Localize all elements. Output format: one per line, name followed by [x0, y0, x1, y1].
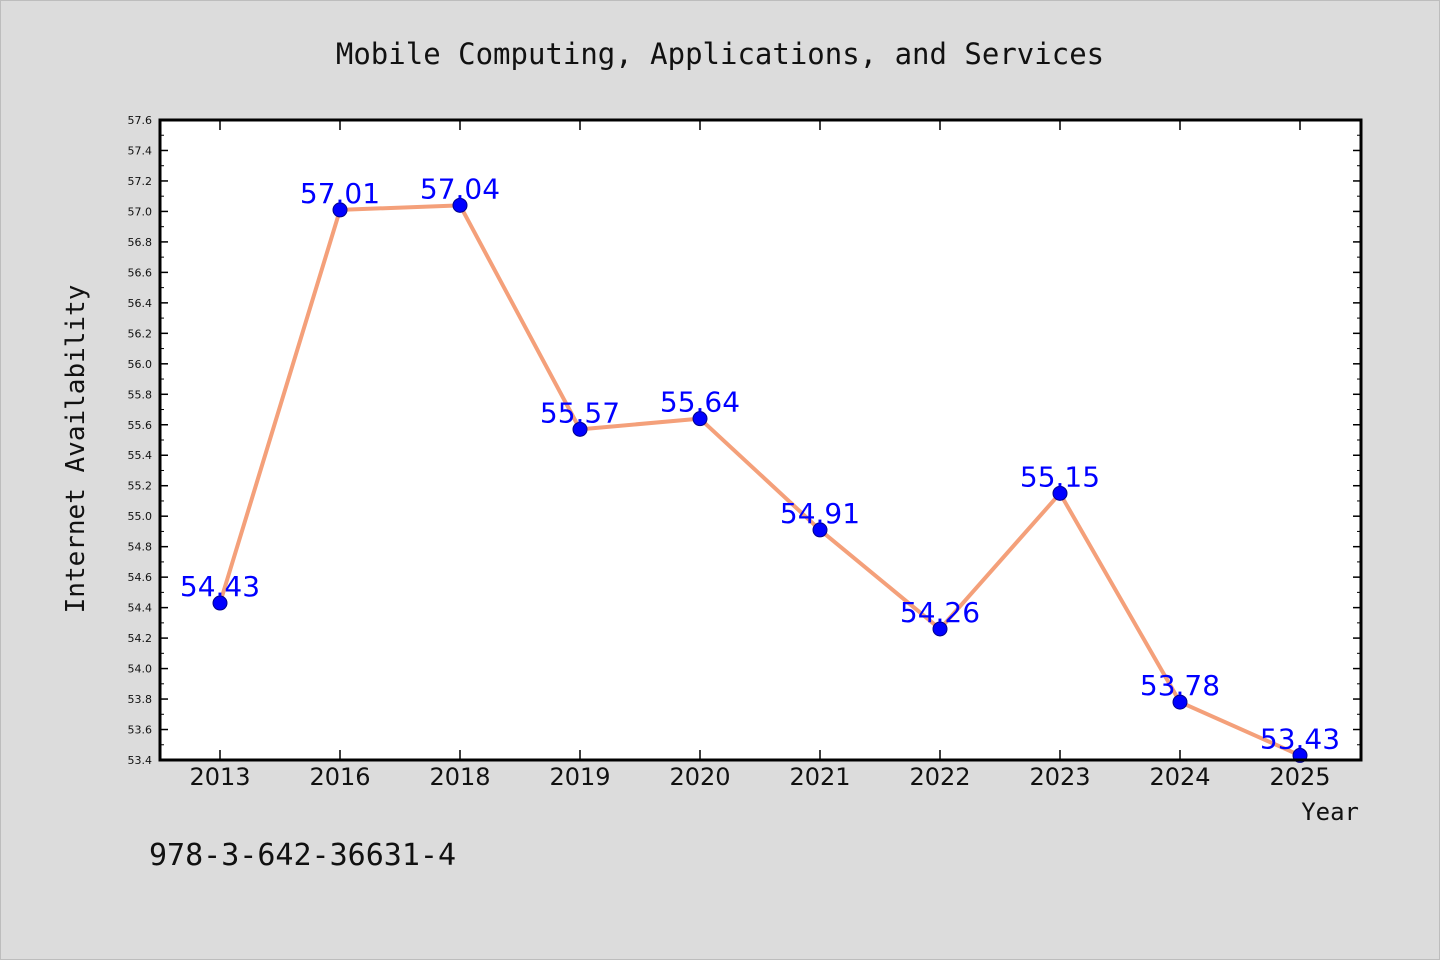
x-tick-label: 2021 [789, 763, 850, 791]
data-label: 55.57 [540, 396, 620, 429]
data-label: 54.91 [780, 497, 860, 530]
y-axis: 53.4 53.6 53.8 54.0 54.2 54.4 54.6 54.8 55.0 55.2… [128, 114, 1361, 767]
data-point [212, 595, 228, 611]
data-point [932, 621, 948, 637]
x-tick-label: 2025 [1269, 763, 1330, 791]
y-tick-label: 55.2 [128, 480, 153, 493]
x-tick-label: 2023 [1029, 763, 1090, 791]
y-tick-label: 53.8 [128, 693, 153, 706]
isbn-code: 978-3-642-36631-4 [149, 838, 456, 873]
x-tick-label: 2018 [429, 763, 490, 791]
data-label: 54.43 [180, 570, 260, 603]
x-tick-label: 2024 [1149, 763, 1210, 791]
data-label: 57.01 [300, 177, 380, 210]
data-label: 57.04 [420, 172, 500, 205]
y-tick-label: 55.6 [128, 419, 153, 432]
y-axis-label: Internet Availability [61, 285, 91, 614]
data-point [452, 197, 468, 213]
chart-title: Mobile Computing, Applications, and Serv… [336, 37, 1104, 71]
series-internet-availability: 54.43 57.01 57.04 55.57 55.64 54.91 54.26 55.15… [180, 172, 1340, 763]
y-tick-label: 54.6 [128, 571, 153, 584]
y-tick-label: 55.8 [128, 388, 153, 401]
data-label: 54.26 [900, 596, 980, 629]
y-tick-label: 57.4 [128, 144, 153, 157]
data-point [692, 411, 708, 427]
y-tick-label: 54.2 [128, 632, 153, 645]
data-point [332, 202, 348, 218]
x-tick-label: 2019 [549, 763, 610, 791]
y-tick-label: 55.4 [128, 449, 153, 462]
data-point [1052, 485, 1068, 501]
data-label: 55.64 [660, 386, 740, 419]
x-tick-label: 2020 [669, 763, 730, 791]
data-point [1172, 694, 1188, 710]
y-tick-label: 56.8 [128, 236, 153, 249]
y-tick-label: 54.8 [128, 541, 153, 554]
y-tick-label: 53.6 [128, 724, 153, 737]
y-tick-label: 56.0 [128, 358, 153, 371]
series-line [218, 203, 1301, 758]
y-tick-label: 56.4 [128, 297, 153, 310]
x-axis-label: Year [1301, 798, 1359, 826]
y-tick-label: 55.0 [128, 510, 153, 523]
y-tick-label: 54.0 [128, 663, 153, 676]
data-point [812, 522, 828, 538]
x-tick-label: 2022 [909, 763, 970, 791]
data-label: 55.15 [1020, 460, 1100, 493]
data-point [572, 421, 588, 437]
y-tick-label: 57.0 [128, 205, 153, 218]
x-axis: 2013 2016 2018 2019 2020 2021 2022 2023 2024 2025 [189, 120, 1331, 791]
x-tick-label: 2016 [309, 763, 370, 791]
data-label: 53.43 [1260, 722, 1340, 755]
plot-area [160, 120, 1361, 760]
x-tick-label: 2013 [189, 763, 250, 791]
y-tick-label: 56.2 [128, 327, 153, 340]
y-tick-label: 53.4 [128, 754, 153, 767]
y-tick-label: 57.2 [128, 175, 153, 188]
y-tick-label: 56.6 [128, 266, 153, 279]
data-label: 53.78 [1140, 669, 1220, 702]
y-tick-label: 54.4 [128, 602, 153, 615]
plot-border [158, 118, 1363, 762]
y-tick-label: 57.6 [128, 114, 153, 127]
